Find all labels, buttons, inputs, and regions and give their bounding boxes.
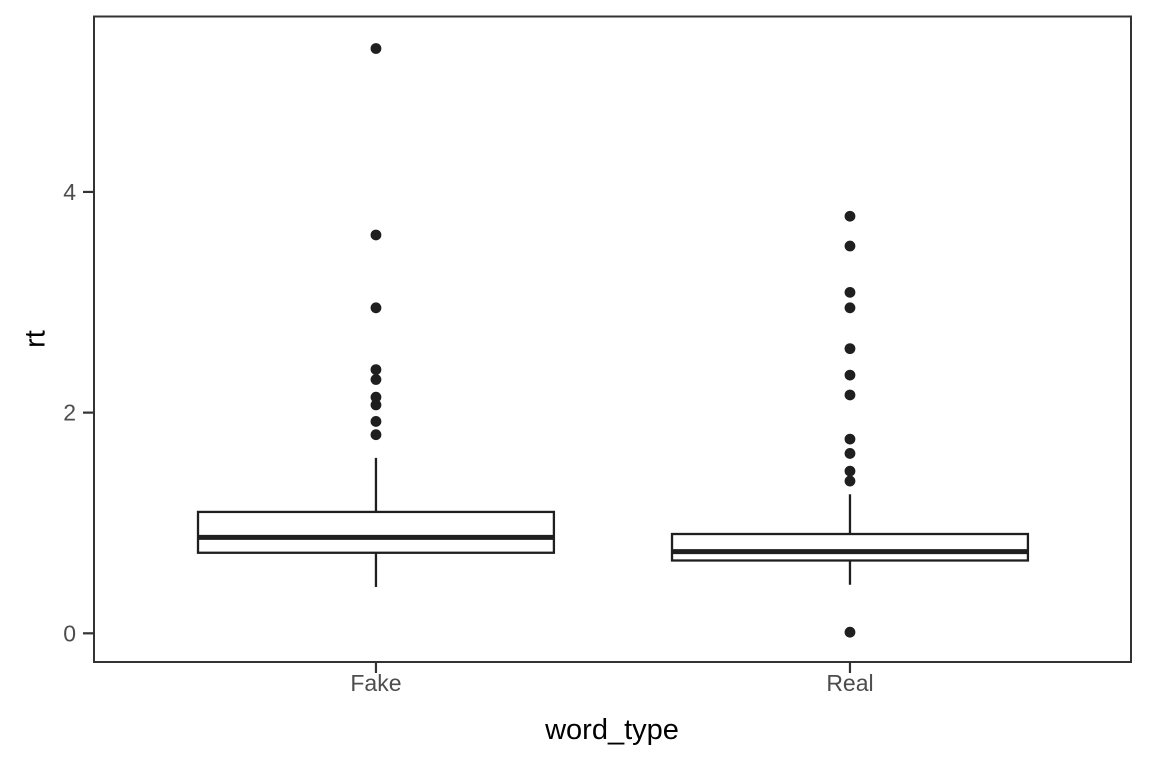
outlier-dot-real [844, 448, 856, 459]
y-axis-title: rt [19, 330, 52, 348]
outlier-dot-fake [370, 43, 382, 54]
outlier-dot-fake [370, 374, 382, 385]
outlier-dot-real [844, 475, 856, 487]
outlier-dot-real [844, 433, 856, 445]
outlier-dot-real [844, 465, 856, 477]
outlier-dot-fake [370, 416, 382, 427]
outlier-dot-fake [370, 302, 382, 314]
outlier-dot-fake [370, 391, 382, 403]
outlier-dot-real [844, 389, 856, 401]
box-real [670, 532, 1030, 562]
panel-border [93, 15, 1132, 663]
outlier-dot-real [844, 343, 856, 355]
outlier-dot-fake [370, 429, 382, 441]
outlier-dot-real [844, 286, 856, 298]
x-axis-title: word_type [545, 714, 679, 746]
outlier-dot-fake [370, 364, 382, 375]
y-tick-label: 4 [63, 179, 76, 205]
outlier-dot-real [844, 369, 856, 381]
x-tick-label: Fake [350, 670, 401, 696]
x-tick-label: Real [826, 670, 873, 696]
outlier-dot-real [844, 626, 856, 638]
outlier-dot-real [844, 240, 856, 252]
y-tick-label: 0 [63, 620, 76, 646]
outlier-dot-fake [370, 399, 382, 411]
box-fake [196, 510, 556, 554]
outlier-dot-real [844, 210, 856, 222]
outlier-dot-real [844, 302, 856, 314]
y-tick-label: 2 [63, 400, 76, 426]
outlier-dot-fake [370, 229, 382, 241]
